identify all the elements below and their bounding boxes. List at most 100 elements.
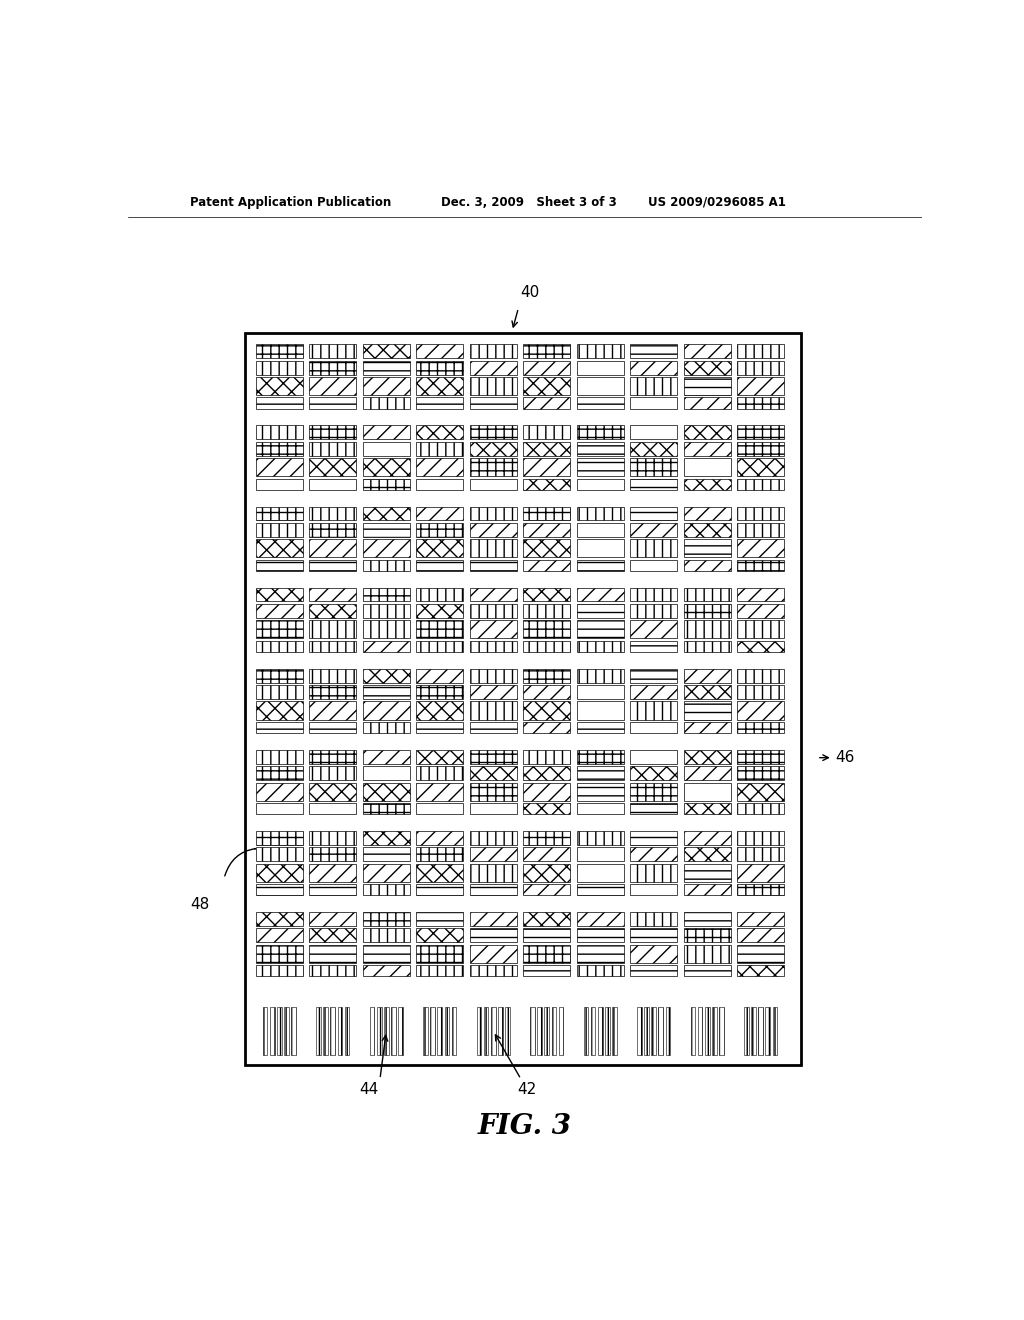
- Bar: [256, 830, 303, 845]
- Bar: [577, 540, 624, 557]
- Bar: [684, 540, 731, 557]
- Bar: [309, 507, 356, 520]
- Bar: [612, 1007, 616, 1055]
- Bar: [737, 701, 784, 719]
- Text: 46: 46: [836, 750, 854, 766]
- Bar: [766, 1007, 770, 1055]
- Bar: [651, 1007, 656, 1055]
- Bar: [577, 783, 624, 800]
- Bar: [630, 912, 677, 925]
- Bar: [256, 750, 303, 763]
- Bar: [737, 766, 784, 780]
- Bar: [345, 1007, 349, 1055]
- Bar: [384, 1007, 389, 1055]
- Bar: [523, 560, 570, 570]
- Text: Patent Application Publication: Patent Application Publication: [189, 195, 391, 209]
- Bar: [505, 1007, 510, 1055]
- Bar: [362, 507, 410, 520]
- Bar: [577, 928, 624, 942]
- Text: 42: 42: [517, 1082, 537, 1097]
- Bar: [362, 540, 410, 557]
- Bar: [470, 863, 517, 882]
- Bar: [630, 965, 677, 975]
- Bar: [737, 640, 784, 652]
- Bar: [309, 378, 356, 395]
- Bar: [737, 783, 784, 800]
- Bar: [666, 1007, 671, 1055]
- Bar: [370, 1007, 375, 1055]
- Bar: [577, 523, 624, 537]
- Bar: [523, 750, 570, 763]
- Bar: [523, 863, 570, 882]
- Bar: [737, 345, 784, 358]
- Bar: [577, 912, 624, 925]
- Bar: [423, 1007, 428, 1055]
- Bar: [577, 560, 624, 570]
- Bar: [684, 640, 731, 652]
- Bar: [737, 912, 784, 925]
- Bar: [309, 640, 356, 652]
- Bar: [577, 701, 624, 719]
- Bar: [523, 965, 570, 975]
- Bar: [577, 884, 624, 895]
- Bar: [362, 640, 410, 652]
- Bar: [552, 1007, 556, 1055]
- Bar: [362, 378, 410, 395]
- Bar: [684, 442, 731, 455]
- Bar: [362, 750, 410, 763]
- Bar: [577, 803, 624, 814]
- Bar: [416, 750, 463, 763]
- Bar: [630, 640, 677, 652]
- Bar: [630, 603, 677, 618]
- Bar: [737, 750, 784, 763]
- Bar: [759, 1007, 763, 1055]
- Bar: [684, 945, 731, 962]
- Bar: [737, 587, 784, 602]
- Bar: [598, 1007, 602, 1055]
- Bar: [630, 397, 677, 409]
- Bar: [256, 523, 303, 537]
- Bar: [256, 701, 303, 719]
- Bar: [684, 620, 731, 639]
- Bar: [416, 378, 463, 395]
- Bar: [362, 523, 410, 537]
- Bar: [684, 685, 731, 698]
- Bar: [719, 1007, 724, 1055]
- Bar: [362, 397, 410, 409]
- Bar: [309, 345, 356, 358]
- Text: FIG. 3: FIG. 3: [478, 1113, 571, 1139]
- Bar: [630, 783, 677, 800]
- Bar: [737, 540, 784, 557]
- Bar: [577, 442, 624, 455]
- Bar: [684, 425, 731, 440]
- Bar: [256, 540, 303, 557]
- Bar: [630, 830, 677, 845]
- Bar: [737, 965, 784, 975]
- Bar: [545, 1007, 549, 1055]
- Bar: [309, 669, 356, 682]
- FancyArrowPatch shape: [225, 849, 255, 876]
- Bar: [737, 479, 784, 490]
- Bar: [256, 360, 303, 375]
- Bar: [737, 360, 784, 375]
- Bar: [684, 345, 731, 358]
- Bar: [362, 722, 410, 733]
- Bar: [256, 458, 303, 477]
- Bar: [523, 507, 570, 520]
- Bar: [684, 669, 731, 682]
- Bar: [737, 378, 784, 395]
- Bar: [697, 1007, 702, 1055]
- Bar: [744, 1007, 749, 1055]
- Bar: [684, 783, 731, 800]
- Bar: [416, 479, 463, 490]
- Bar: [362, 766, 410, 780]
- Bar: [416, 965, 463, 975]
- Bar: [416, 620, 463, 639]
- Bar: [470, 640, 517, 652]
- Bar: [362, 847, 410, 861]
- Bar: [256, 766, 303, 780]
- Bar: [684, 847, 731, 861]
- Bar: [523, 783, 570, 800]
- Bar: [577, 640, 624, 652]
- Bar: [577, 479, 624, 490]
